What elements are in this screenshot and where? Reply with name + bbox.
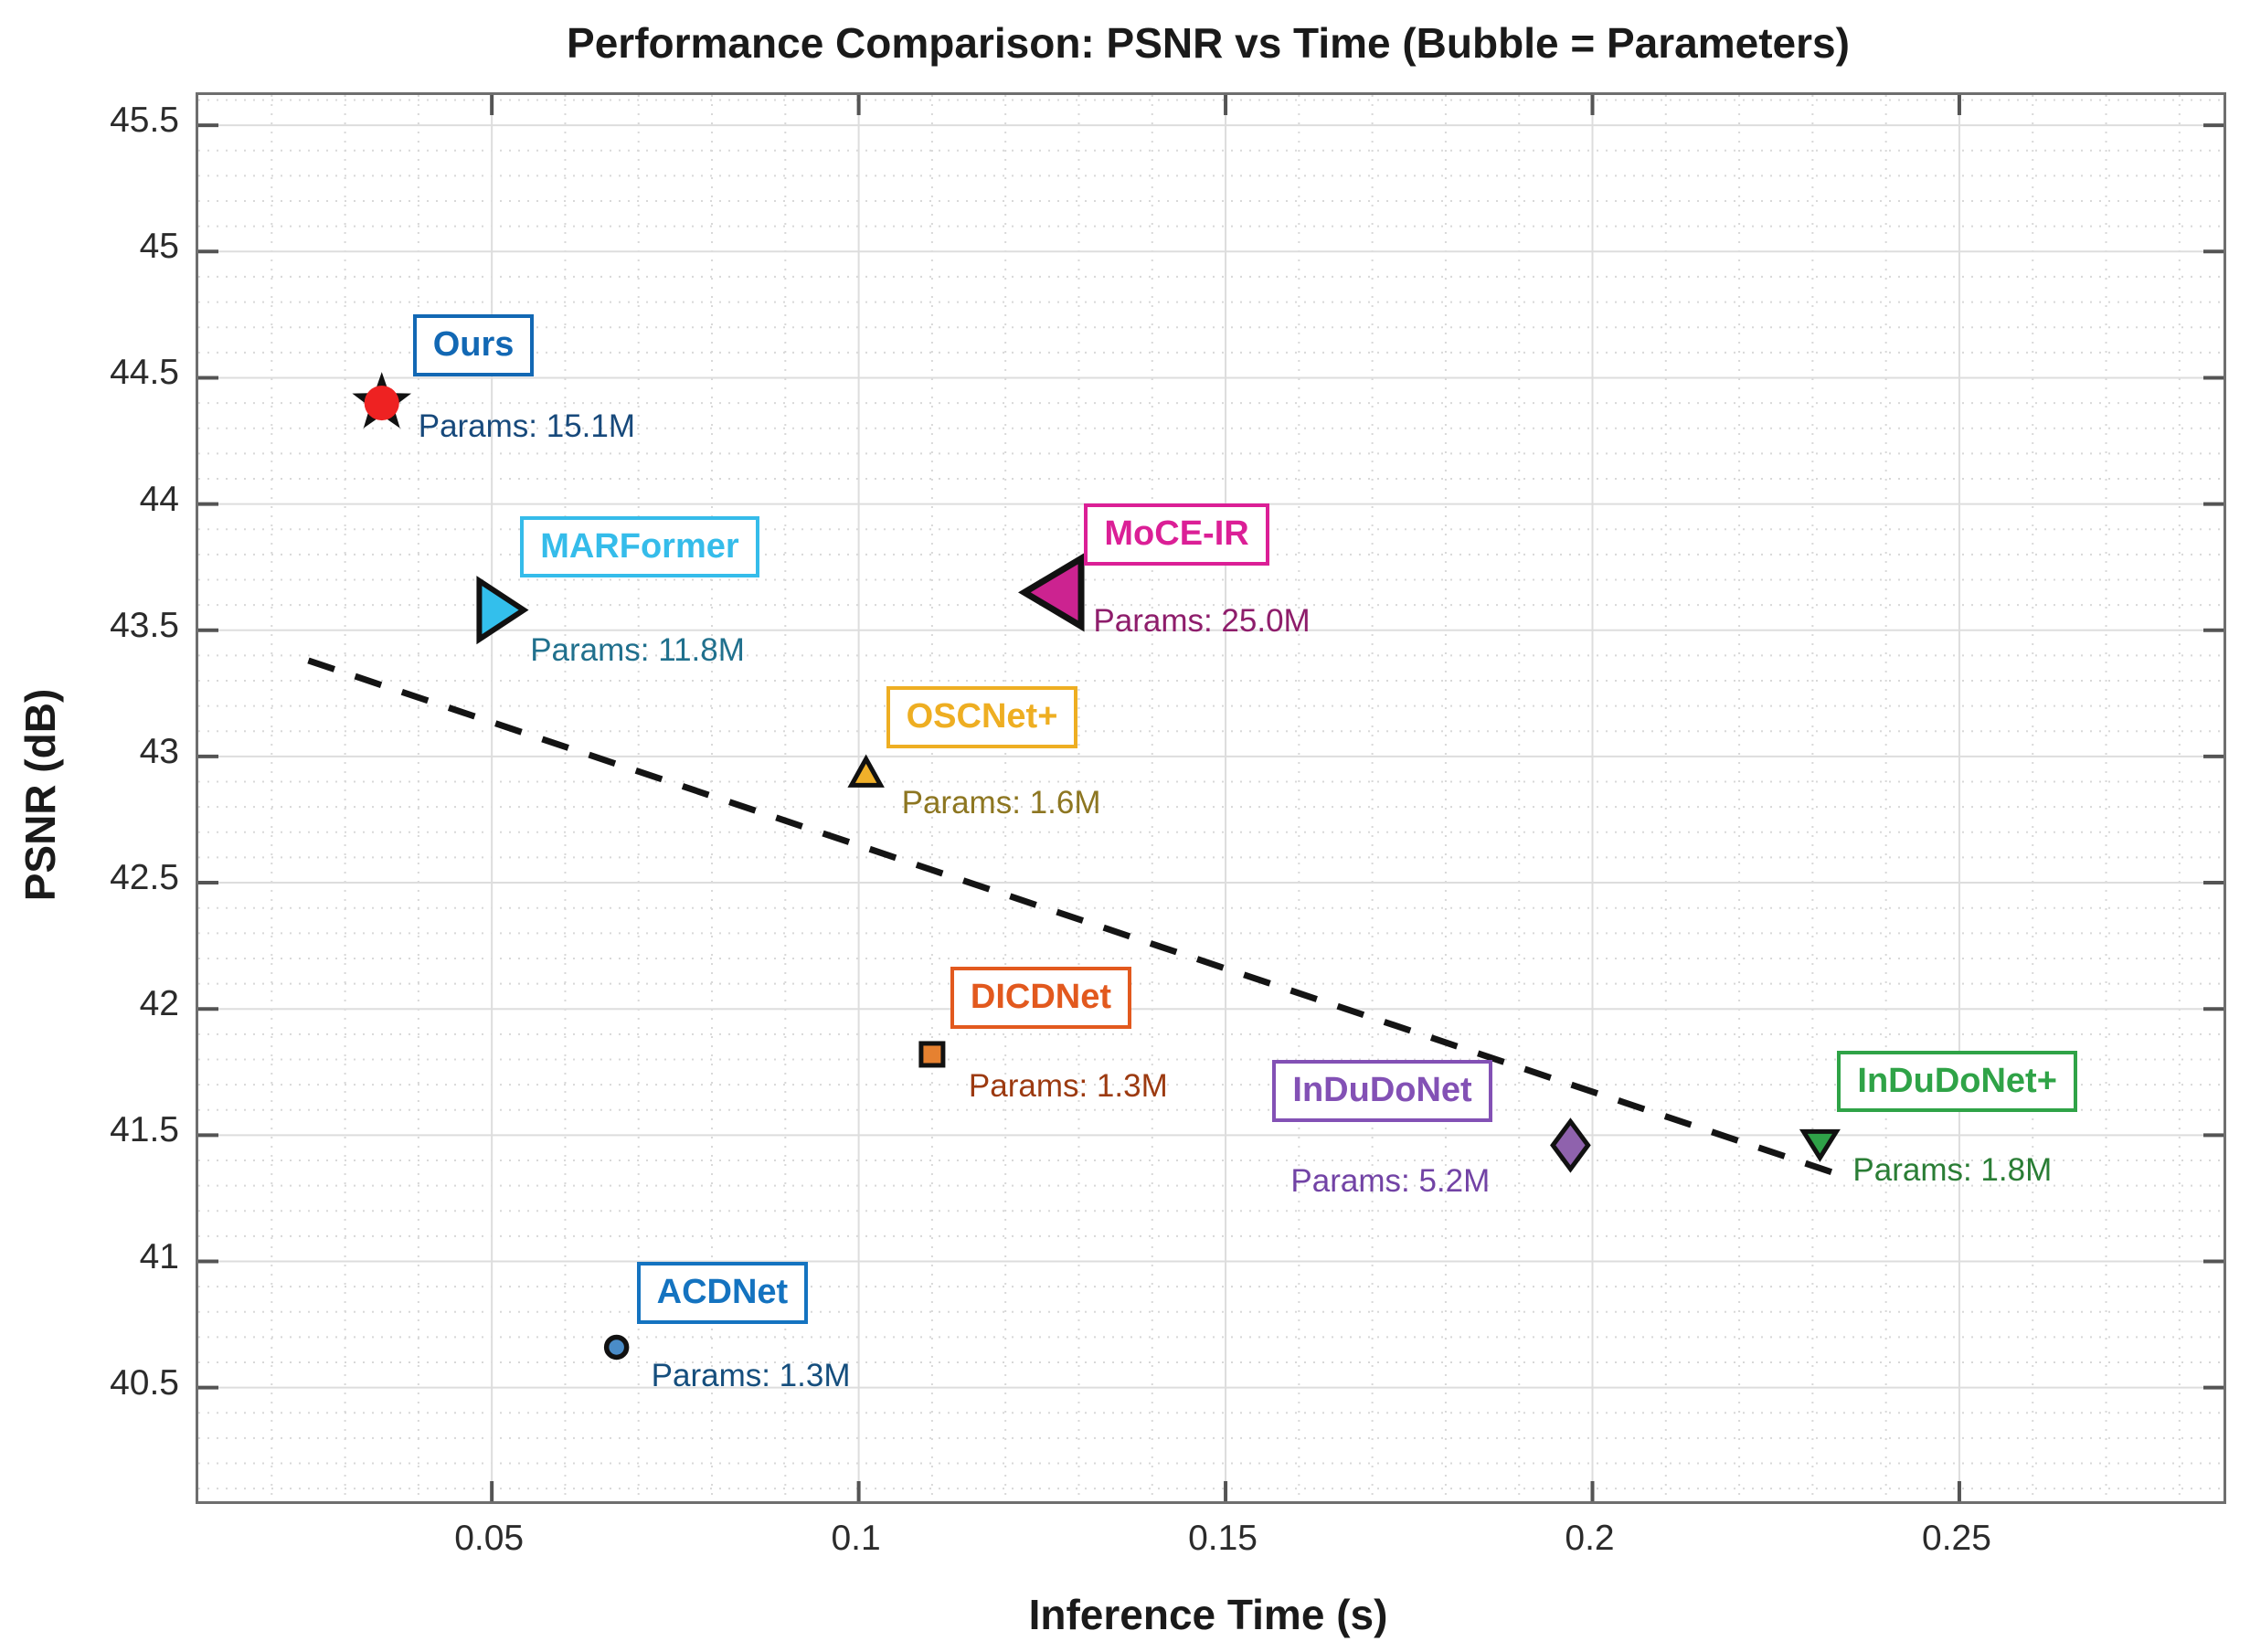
plot-svg	[198, 95, 2223, 1501]
x-tick-label-0.2: 0.2	[1565, 1519, 1615, 1558]
method-label-box-oscnet-: OSCNet+	[886, 686, 1078, 748]
marker-dicdnet	[918, 1041, 946, 1068]
marker-acdnet	[603, 1334, 630, 1361]
params-text-acdnet: Params: 1.3M	[651, 1358, 851, 1394]
method-label-box-indudonet-: InDuDoNet+	[1837, 1050, 2077, 1113]
y-tick-label-44: 44	[139, 479, 179, 519]
params-text-marformer: Params: 11.8M	[530, 631, 745, 668]
params-text-ours: Params: 15.1M	[418, 408, 636, 445]
params-text-oscnet-: Params: 1.6M	[901, 785, 1101, 821]
method-label-box-dicdnet: DICDNet	[950, 966, 1132, 1029]
method-label-box-indudonet: InDuDoNet	[1272, 1060, 1492, 1123]
chart-title: Performance Comparison: PSNR vs Time (Bu…	[567, 19, 1850, 67]
y-tick-label-42.5: 42.5	[110, 858, 179, 898]
params-text-moce-ir: Params: 25.0M	[1093, 603, 1311, 640]
x-tick-label-0.25: 0.25	[1922, 1519, 1991, 1558]
params-text-indudonet: Params: 5.2M	[1290, 1163, 1491, 1200]
y-tick-label-44.5: 44.5	[110, 353, 179, 393]
marker-indudonet	[1550, 1117, 1591, 1173]
marker-marformer	[476, 576, 529, 645]
params-text-dicdnet: Params: 1.3M	[968, 1067, 1168, 1104]
x-tick-label-0.15: 0.15	[1188, 1519, 1258, 1558]
x-tick-label-0.05: 0.05	[454, 1519, 525, 1558]
marker-oscnet-	[847, 754, 885, 788]
y-tick-label-45: 45	[139, 227, 179, 267]
y-tick-label-45.5: 45.5	[110, 101, 179, 141]
y-tick-label-42: 42	[139, 984, 179, 1024]
plot-area	[196, 92, 2226, 1504]
marker-indudonet-	[1799, 1128, 1841, 1162]
marker-ours	[364, 386, 399, 421]
y-tick-label-41: 41	[139, 1236, 179, 1276]
y-tick-label-43: 43	[139, 731, 179, 771]
y-tick-label-41.5: 41.5	[110, 1110, 179, 1150]
method-label-box-acdnet: ACDNet	[636, 1262, 809, 1325]
method-label-box-marformer: MARFormer	[520, 515, 759, 578]
method-label-box-moce-ir: MoCE-IR	[1084, 503, 1269, 566]
y-tick-label-43.5: 43.5	[110, 605, 179, 645]
method-label-box-ours: Ours	[412, 314, 535, 376]
x-tick-label-0.1: 0.1	[831, 1519, 881, 1558]
params-text-indudonet-: Params: 1.8M	[1852, 1151, 2053, 1188]
trend-line	[307, 657, 1843, 1179]
x-axis-label: Inference Time (s)	[1028, 1591, 1388, 1638]
y-tick-label-40.5: 40.5	[110, 1362, 179, 1403]
marker-moce-ir	[1018, 553, 1085, 632]
y-axis-label: PSNR (dB)	[16, 688, 64, 902]
